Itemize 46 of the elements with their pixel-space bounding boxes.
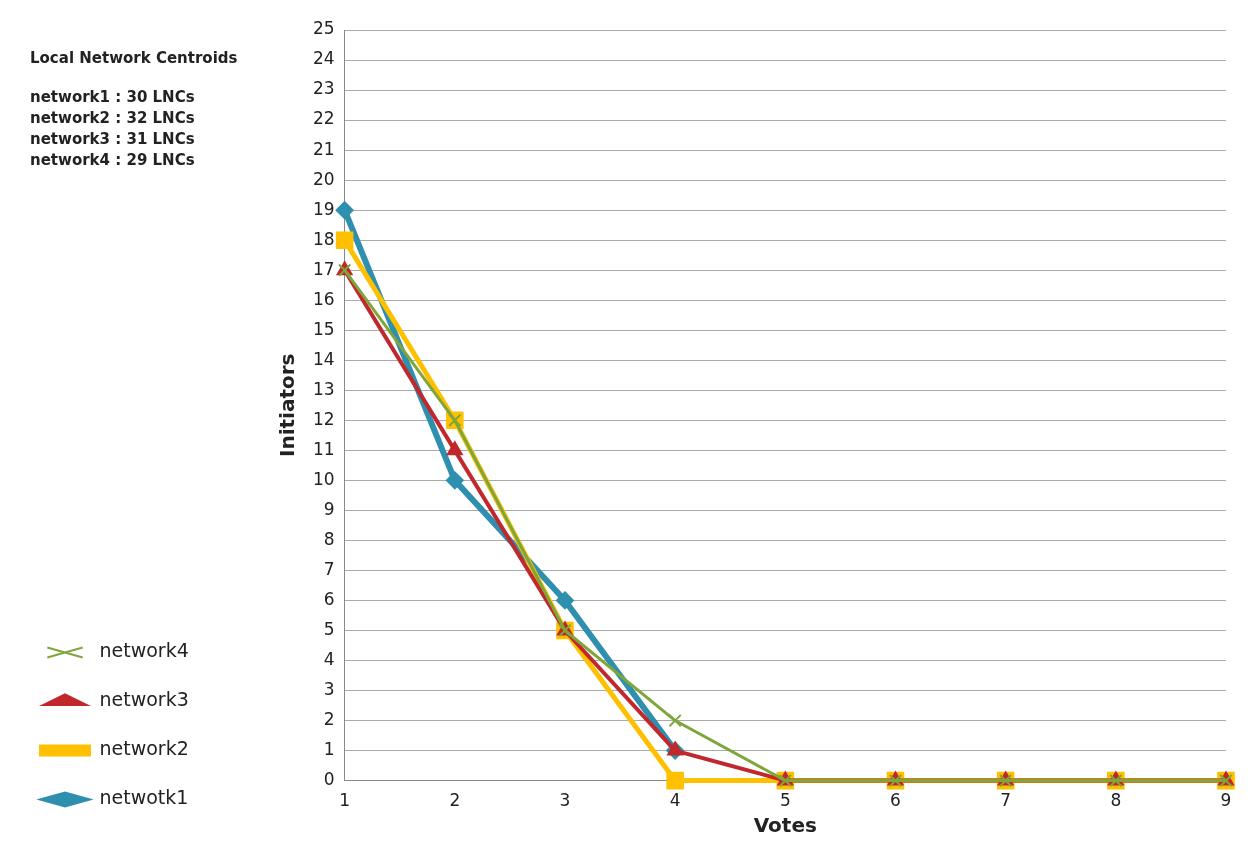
y-tick-label: 12 xyxy=(312,408,335,429)
y-tick-label: 6 xyxy=(323,588,335,609)
y-tick-label: 14 xyxy=(312,348,335,369)
text: network4 : 29 LNCs xyxy=(30,150,196,171)
x-tick-label: 9 xyxy=(1220,790,1232,811)
text: network3 : 31 LNCs xyxy=(30,129,196,150)
y-axis-title: Initiators xyxy=(275,353,300,458)
y-tick-label: 15 xyxy=(312,318,335,339)
x-tick-label: 1 xyxy=(339,790,351,811)
y-tick-label: 19 xyxy=(312,198,335,219)
text: network2 : 32 LNCs xyxy=(30,108,196,129)
text: Local Network Centroids xyxy=(30,48,238,69)
x-tick-label: 2 xyxy=(449,790,461,811)
y-tick-label: 4 xyxy=(323,648,335,669)
x-axis-title: Votes xyxy=(753,813,817,838)
y-tick-label: 22 xyxy=(312,108,335,129)
y-tick-label: 23 xyxy=(312,78,335,99)
y-tick-label: 0 xyxy=(323,769,335,790)
y-tick-label: 21 xyxy=(312,138,335,159)
y-tick-label: 17 xyxy=(312,258,335,279)
x-tick-label: 6 xyxy=(890,790,901,811)
x-tick-label: 8 xyxy=(1110,790,1122,811)
y-tick-label: 11 xyxy=(312,438,335,459)
text: network1 : 30 LNCs xyxy=(30,87,196,108)
legend-label: network3 xyxy=(99,688,189,711)
x-tick-label: 4 xyxy=(669,790,681,811)
y-tick-label: 2 xyxy=(323,708,335,729)
legend-label: network4 xyxy=(99,639,189,662)
y-tick-label: 20 xyxy=(312,168,335,189)
x-tick-label: 7 xyxy=(1000,790,1012,811)
y-tick-label: 7 xyxy=(323,558,335,579)
y-tick-label: 24 xyxy=(312,48,335,69)
legend-label: network2 xyxy=(99,737,189,760)
y-tick-label: 8 xyxy=(323,528,335,549)
y-tick-label: 5 xyxy=(323,618,335,639)
x-tick-label: 3 xyxy=(559,790,571,811)
y-tick-label: 10 xyxy=(312,468,335,489)
y-tick-label: 1 xyxy=(323,739,335,759)
x-tick-label: 5 xyxy=(779,790,791,811)
y-tick-label: 16 xyxy=(312,288,335,309)
y-tick-label: 3 xyxy=(323,678,335,699)
y-tick-label: 25 xyxy=(312,18,335,39)
y-tick-label: 18 xyxy=(312,228,335,249)
legend-label: netwotk1 xyxy=(99,786,189,809)
y-tick-label: 13 xyxy=(312,378,335,399)
y-tick-label: 9 xyxy=(323,498,335,519)
